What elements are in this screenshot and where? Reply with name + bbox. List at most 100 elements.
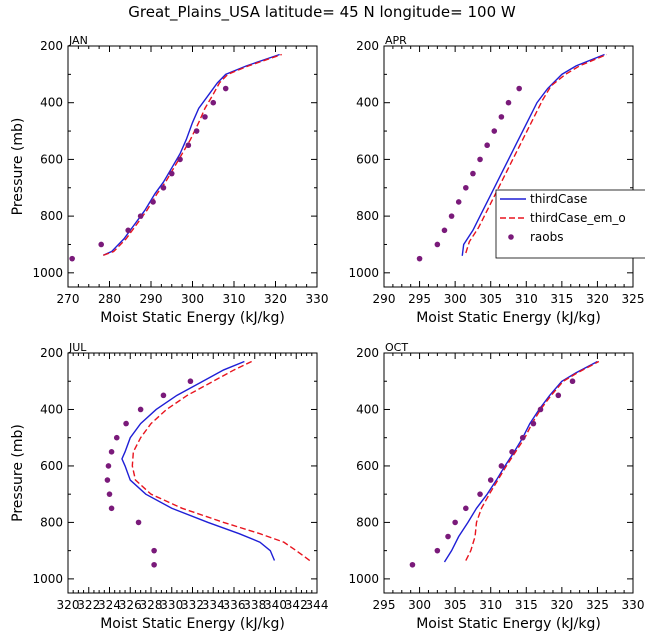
x-tick-label: 322 [77,598,100,612]
raobs-point [416,255,423,262]
x-tick-label: 326 [119,598,142,612]
raobs-point [150,199,156,205]
raobs-point [498,114,505,120]
raobs-point [193,128,200,134]
raobs-point [445,533,451,540]
raobs-point [491,128,498,134]
x-tick-label: 330 [622,598,645,612]
raobs-point [455,199,462,205]
series-group [416,53,607,262]
raobs-point [516,85,522,92]
series-group [104,360,311,568]
y-tick-label: 600 [40,152,63,166]
raobs-point [477,156,483,163]
x-tick-label: 300 [408,598,431,612]
y-tick-label: 1000 [32,266,63,280]
figure-title: Great_Plains_USA latitude= 45 N longitud… [128,3,516,22]
raobs-point [509,449,515,455]
legend-label: thirdCase [530,192,587,206]
y-tick-label: 600 [40,459,63,473]
x-tick-label: 336 [223,598,246,612]
panel-label: JUL [68,341,87,354]
raobs-point [434,241,441,248]
series-line-thirdcase-em-o [465,53,607,254]
raobs-point [123,420,129,427]
x-tick-label: 324 [98,598,121,612]
raobs-point [487,477,494,483]
chart-panel-apr: 290 295 300 305 310 315 320 325 200 400 600 800 1000… [348,34,644,326]
x-tick-label: 295 [408,292,431,306]
x-tick-label: 305 [444,598,467,612]
legend-box [495,189,645,259]
x-tick-label: 290 [140,292,163,306]
plot-frame [67,352,318,594]
raobs-point [222,85,229,92]
x-axis-label: Moist Static Energy (kJ/kg) [416,310,601,326]
raobs-point [108,449,115,455]
raobs-point [477,491,483,497]
raobs-point [160,184,167,191]
y-tick-label: 200 [40,346,63,360]
x-tick-label: 325 [586,598,609,612]
x-tick-label: 340 [264,598,287,612]
y-tick-label: 1000 [348,266,379,280]
x-tick-label: 300 [181,292,204,306]
legend-label: raobs [530,230,564,244]
raobs-point [137,406,144,413]
y-tick-label: 600 [356,152,379,166]
y-axis-label: Pressure (mb) [10,424,26,522]
x-tick-label: 332 [181,598,204,612]
x-axis-label: Moist Static Energy (kJ/kg) [100,310,285,326]
panels: 270 280 290 300 310 320 330 200 400 600 800 1000 JAN… [10,34,644,632]
raobs-point [530,420,537,427]
x-tick-label: 270 [57,292,80,306]
raobs-point [106,491,113,497]
raobs-point [105,463,112,469]
y-tick-label: 400 [40,96,63,110]
raobs-point [441,227,448,234]
raobs-point [113,434,120,441]
y-tick-label: 800 [40,209,63,223]
x-tick-label: 315 [515,598,538,612]
x-tick-label: 342 [285,598,308,612]
raobs-point [160,392,167,399]
raobs-point [187,378,194,385]
y-tick-label: 200 [356,346,379,360]
raobs-point [463,184,469,191]
raobs-point [519,434,526,441]
series-group [69,53,282,262]
x-axis-label: Moist Static Energy (kJ/kg) [100,616,285,632]
x-tick-label: 310 [515,292,538,306]
panel-label: APR [385,34,407,47]
raobs-point [484,142,490,149]
x-tick-label: 320 [264,292,287,306]
raobs-point [555,392,562,399]
x-tick-label: 315 [550,292,573,306]
x-tick-label: 334 [202,598,225,612]
raobs-point [151,561,157,568]
y-tick-label: 400 [356,402,379,416]
chart-panel-jan: 270 280 290 300 310 320 330 200 400 600 800 1000 JAN… [10,34,328,326]
y-tick-label: 800 [40,515,63,529]
raobs-point [137,213,144,219]
x-tick-label: 328 [140,598,163,612]
raobs-point [151,547,157,554]
x-tick-label: 320 [586,292,609,306]
series-line-thirdcase [121,360,276,561]
raobs-point [98,241,104,248]
raobs-point [125,227,131,234]
raobs-point [452,519,458,526]
x-tick-label: 344 [306,598,329,612]
x-tick-label: 320 [57,598,80,612]
chart-panel-oct: 295 300 305 310 315 320 325 330 200 400 600 800 1000… [348,341,644,632]
x-tick-label: 300 [444,292,467,306]
x-tick-label: 310 [223,292,246,306]
y-tick-label: 1000 [348,572,379,586]
y-axis-label: Pressure (mb) [10,118,26,216]
x-axis-label: Moist Static Energy (kJ/kg) [416,616,601,632]
raobs-point [569,378,576,385]
raobs-point [135,519,142,526]
x-tick-label: 310 [479,598,502,612]
